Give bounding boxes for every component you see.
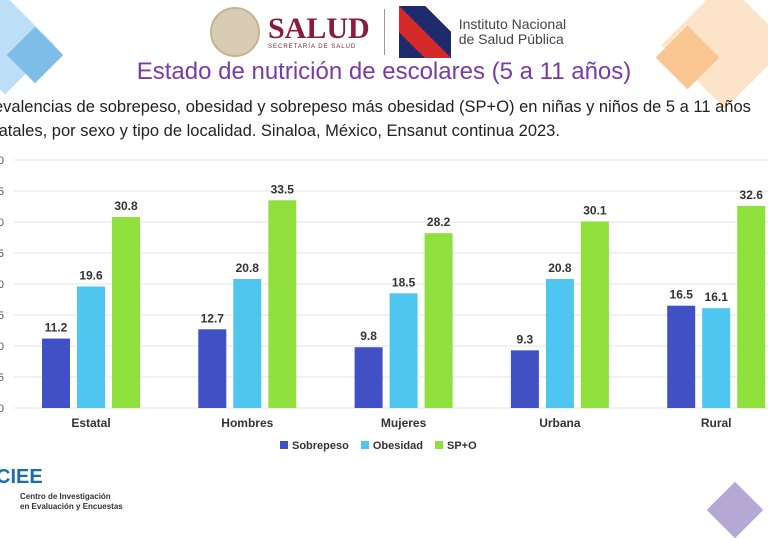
insp-line1: Instituto Nacional — [458, 16, 567, 32]
y-tick-label: 30 — [0, 217, 4, 229]
data-label: 33.5 — [271, 182, 295, 196]
bar-obesidad-urbana — [545, 279, 574, 408]
legend-label: SP+O — [446, 440, 477, 452]
data-label: 30.8 — [114, 199, 138, 213]
x-tick-label: Hombres — [221, 416, 273, 430]
legend-label: Sobrepeso — [292, 440, 349, 452]
salud-text: SALUD — [268, 12, 370, 45]
bar-sobrepeso-mujeres — [354, 347, 383, 408]
subtitle-line2: tatales, por sexo y tipo de localidad. S… — [0, 122, 560, 140]
insp-text: Instituto Nacional de Salud Pública — [459, 17, 566, 47]
data-label: 16.1 — [705, 290, 729, 304]
bar-sobrepeso-estatal — [42, 338, 70, 408]
bar-obesidad-hombres — [233, 279, 262, 408]
y-tick-label: 35 — [0, 186, 4, 198]
data-label: 20.8 — [236, 261, 260, 275]
y-tick-label: 10 — [0, 341, 4, 353]
ciee-line1: Centro de Investigación — [20, 492, 111, 501]
bar-chart: 0 5 10 15 20 25 30 35 40 11.2 19.6 30.8 Estatal 12.7 2… — [0, 155, 768, 430]
insp-line2: de Salud Pública — [458, 31, 564, 47]
bar-sobrepeso-urbana — [510, 350, 539, 408]
y-tick-label: 5 — [0, 372, 4, 384]
bar-sobrepeso-hombres — [198, 329, 227, 408]
bar-spo-urbana — [580, 221, 609, 408]
bar-obesidad-estatal — [77, 286, 105, 408]
y-tick-label: 25 — [0, 248, 4, 260]
data-label: 9.8 — [360, 329, 377, 343]
legend-item-spo: SP+O — [434, 440, 477, 452]
header-logos: SALUD SECRETARÍA DE SALUD Instituto Naci… — [210, 6, 566, 58]
insp-logo-icon — [398, 6, 451, 58]
bar-spo-rural — [737, 205, 766, 408]
data-label: 11.2 — [45, 321, 68, 335]
data-label: 12.7 — [201, 311, 225, 325]
page-title: Estado de nutrición de escolares (5 a 11… — [136, 58, 632, 85]
subtitle-line1: evalencias de sobrepeso, obesidad y sobr… — [0, 98, 751, 116]
data-label: 20.8 — [548, 261, 572, 275]
x-tick-label: Urbana — [539, 416, 581, 430]
data-label: 16.5 — [670, 288, 694, 302]
x-tick-label: Estatal — [71, 416, 110, 430]
bar-sobrepeso-rural — [667, 305, 696, 408]
legend-label: Obesidad — [372, 440, 423, 452]
x-tick-label: Mujeres — [381, 416, 427, 430]
y-tick-label: 15 — [0, 310, 4, 322]
x-tick-label: Rural — [701, 416, 732, 430]
bar-obesidad-rural — [702, 308, 731, 408]
mexico-seal-icon — [210, 7, 260, 57]
legend-item-sobrepeso: Sobrepeso — [280, 440, 349, 452]
bar-obesidad-mujeres — [389, 293, 418, 408]
bar-spo-hombres — [268, 200, 297, 408]
divider — [383, 9, 385, 55]
bar-spo-mujeres — [424, 233, 453, 408]
bar-spo-estatal — [112, 217, 140, 408]
legend: Sobrepeso Obesidad SP+O — [280, 440, 477, 452]
y-tick-label: 20 — [0, 279, 4, 291]
data-label: 32.6 — [740, 188, 764, 202]
y-tick-label: 40 — [0, 155, 4, 167]
salud-logo: SALUD SECRETARÍA DE SALUD — [268, 12, 370, 51]
ciee-logo-text: CIEE — [0, 466, 43, 488]
data-label: 9.3 — [517, 332, 534, 346]
data-label: 19.6 — [79, 268, 103, 282]
secretaria-text: SECRETARÍA DE SALUD — [268, 44, 357, 50]
legend-item-obesidad: Obesidad — [360, 440, 423, 452]
data-label: 30.1 — [583, 203, 607, 217]
y-tick-label: 0 — [0, 403, 4, 415]
data-label: 18.5 — [392, 275, 416, 289]
data-label: 28.2 — [427, 215, 451, 229]
ciee-line2: en Evaluación y Encuestas — [20, 502, 123, 511]
